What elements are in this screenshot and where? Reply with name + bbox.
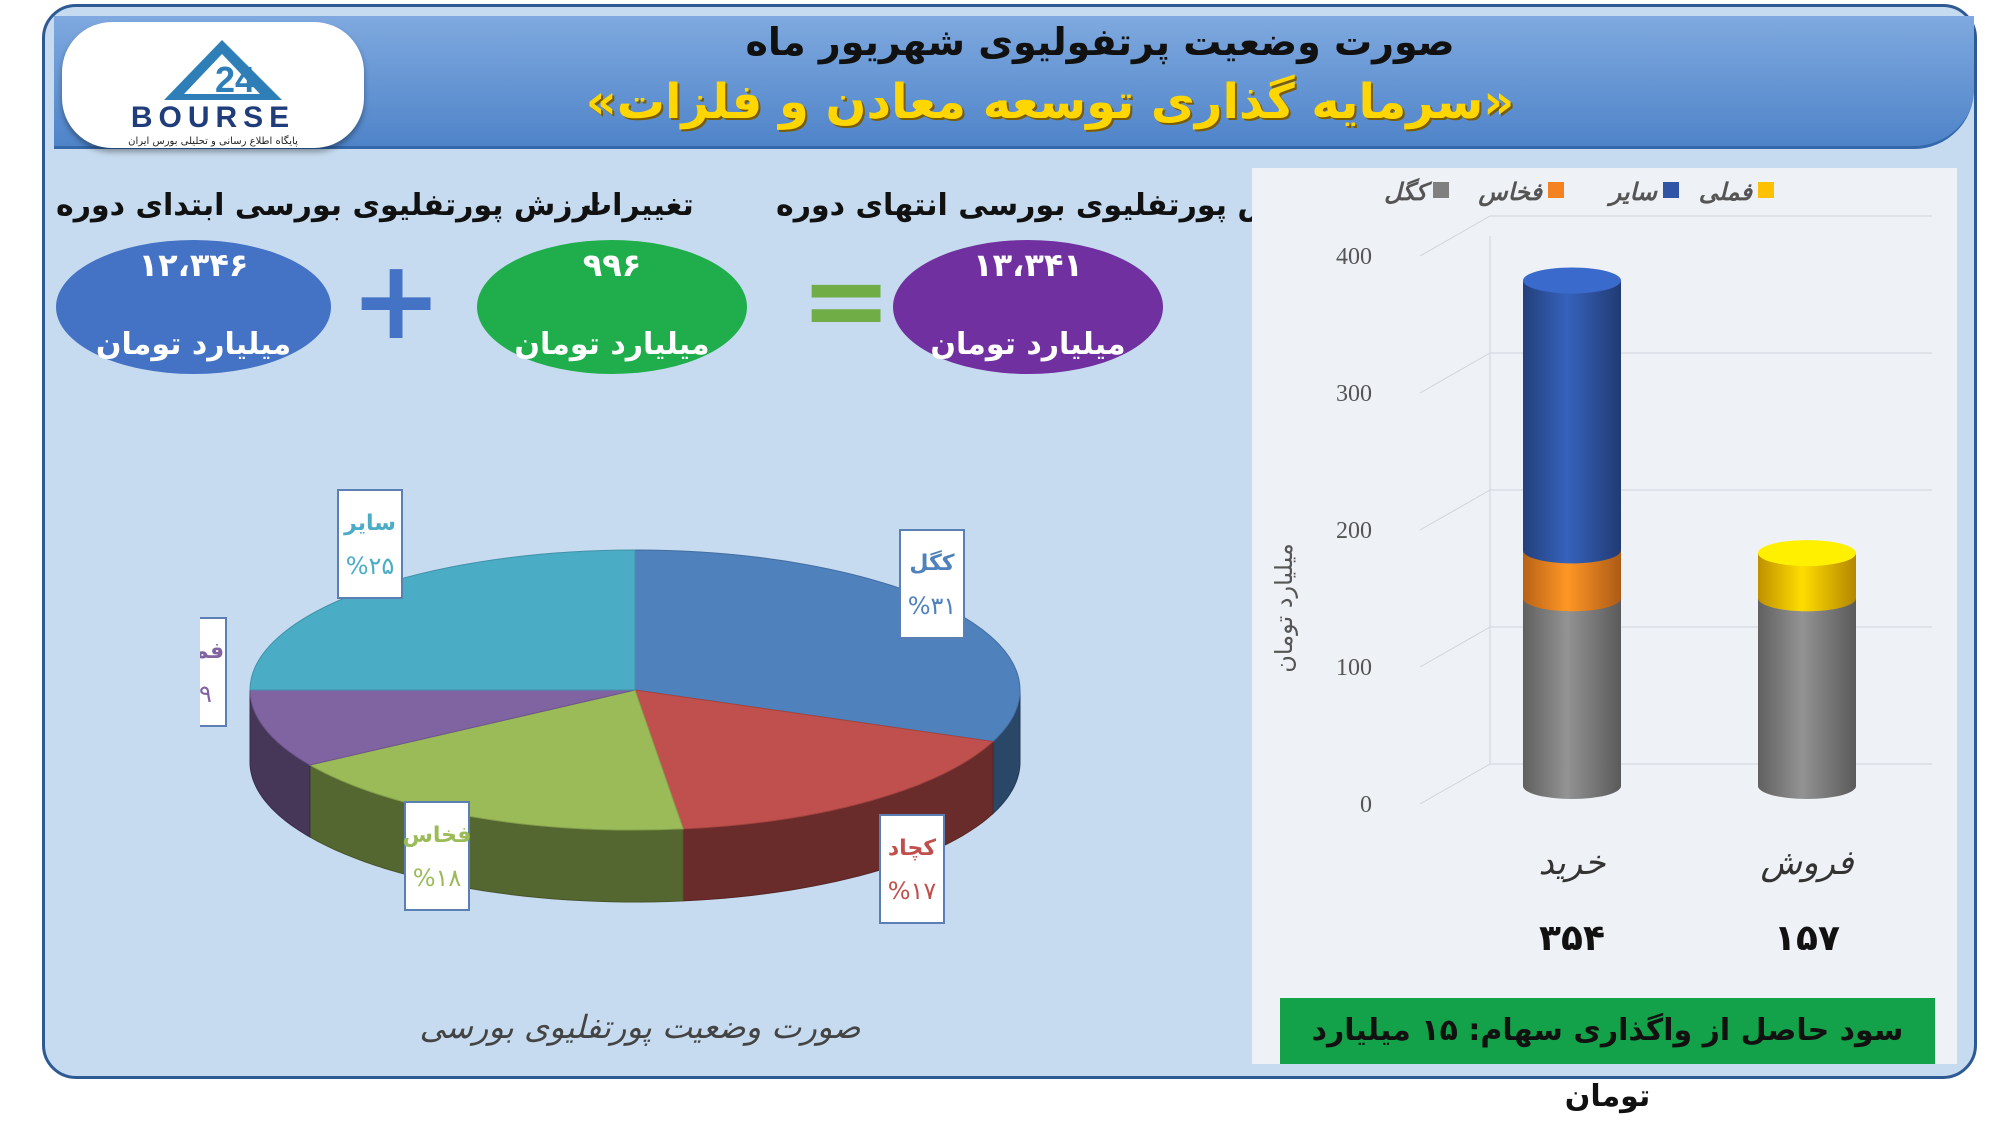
svg-text:سایر: سایر bbox=[1606, 178, 1658, 207]
pie-label-name: سایر bbox=[343, 511, 396, 536]
bar-chart: فملی سایر فخاس کگل 0 100 200 300 400 میلیارد توما… bbox=[1270, 177, 1932, 959]
change-label: تغییرات bbox=[582, 188, 694, 223]
pie-label-name: فخاس bbox=[403, 823, 472, 848]
pie-label-1: کچاد %۱۷ bbox=[879, 814, 945, 924]
pie-label-name: کگل bbox=[909, 549, 954, 576]
end-value: ۱۳،۳۴۱ bbox=[973, 246, 1083, 284]
pie-slice-4 bbox=[249, 549, 636, 691]
plus-sign: + bbox=[350, 236, 443, 364]
svg-text:24: 24 bbox=[215, 59, 255, 100]
y-tick-label: 100 bbox=[1336, 655, 1372, 681]
page-title: صورت وضعیت پرتفولیوی شهریور ماه bbox=[745, 20, 1455, 64]
bar-segment bbox=[1523, 550, 1621, 612]
change-unit: میلیارد تومان bbox=[514, 327, 710, 362]
legend-item: سایر bbox=[1606, 178, 1679, 207]
pie-label-2: فخاس %۱۸ bbox=[403, 801, 472, 911]
pie-label-4: سایر %۲۵ bbox=[337, 489, 403, 599]
y-tick-label: 300 bbox=[1336, 381, 1372, 407]
pie-label-name: کچاد bbox=[888, 836, 936, 861]
pie-label-percent: %۱۸ bbox=[413, 864, 462, 892]
bar-total-label: ۳۵۴ bbox=[1539, 918, 1605, 959]
pie-label-3: فملی %۹ bbox=[200, 617, 227, 727]
svg-text:BOURSE: BOURSE bbox=[131, 101, 295, 134]
pie-label-percent: %۹ bbox=[200, 680, 212, 708]
legend-item: فخاس bbox=[1477, 178, 1564, 207]
start-unit: میلیارد تومان bbox=[95, 327, 292, 362]
y-axis-label: میلیارد تومان bbox=[1270, 543, 1298, 672]
logo: 24 BOURSE پایگاه اطلاع رسانی و تحلیلی بو… bbox=[62, 22, 364, 148]
pie-label-0: کگل %۳۱ bbox=[899, 529, 965, 639]
pie-label-name: فملی bbox=[200, 639, 224, 664]
pie-slice-3 bbox=[249, 689, 636, 766]
pie-slice-2 bbox=[308, 689, 684, 831]
change-oval: ۹۹۶ میلیارد تومان bbox=[477, 240, 747, 374]
end-value-oval: ۱۳،۳۴۱ میلیارد تومان bbox=[893, 240, 1163, 374]
bar-segment bbox=[1758, 540, 1856, 612]
header-band bbox=[54, 16, 1974, 149]
end-value-label: ارزش پورتفلیوی بورسی انتهای دوره bbox=[776, 188, 1324, 223]
pie-label-percent: %۲۵ bbox=[346, 552, 395, 580]
y-tick-label: 0 bbox=[1360, 792, 1372, 818]
bar-total-label: ۱۵۷ bbox=[1774, 918, 1840, 959]
svg-text:پایگاه اطلاع رسانی و تحلیلی بو: پایگاه اطلاع رسانی و تحلیلی بورس ایران bbox=[128, 135, 298, 147]
pie-chart: کگل %۳۱ کچاد %۱۷ فخاس %۱۸ فملی %۹ سایر %۲۵ bbox=[200, 489, 1021, 924]
y-tick-label: 200 bbox=[1336, 518, 1372, 544]
bar-segment bbox=[1523, 598, 1621, 799]
bar-segment bbox=[1523, 267, 1621, 564]
pie-label-percent: %۳۱ bbox=[908, 592, 957, 620]
profit-banner: سود حاصل از واگذاری سهام: ۱۵ میلیارد توم… bbox=[1280, 998, 1935, 1114]
svg-text:فملی: فملی bbox=[1699, 178, 1754, 206]
pie-label-percent: %۱۷ bbox=[888, 877, 937, 905]
x-tick-label: خرید bbox=[1538, 843, 1606, 883]
change-value: ۹۹۶ bbox=[582, 246, 642, 284]
bar-segment bbox=[1758, 598, 1856, 799]
logo-icon: 24 BOURSE پایگاه اطلاع رسانی و تحلیلی بو… bbox=[128, 40, 298, 147]
pie-slice-1 bbox=[634, 689, 995, 830]
svg-text:کگل: کگل bbox=[1384, 177, 1432, 206]
svg-text:فخاس: فخاس bbox=[1477, 178, 1543, 207]
x-tick-label: فروش bbox=[1761, 843, 1855, 883]
equals-sign: = bbox=[800, 236, 893, 364]
start-value-label: ارزش پورتفلیوی بورسی ابتدای دوره bbox=[56, 188, 601, 223]
start-value-oval: ۱۲،۳۴۶ میلیارد تومان bbox=[56, 240, 331, 374]
y-tick-label: 400 bbox=[1336, 244, 1372, 270]
legend-item: فملی bbox=[1699, 178, 1774, 206]
end-unit: میلیارد تومان bbox=[930, 327, 1126, 362]
start-value: ۱۲،۳۴۶ bbox=[138, 246, 249, 284]
pie-chart-title: صورت وضعیت پورتفلیوی بورسی bbox=[419, 1008, 861, 1046]
legend-item: کگل bbox=[1384, 177, 1449, 206]
page-subtitle: «سرمایه گذاری توسعه معادن و فلزات» bbox=[585, 74, 1515, 130]
